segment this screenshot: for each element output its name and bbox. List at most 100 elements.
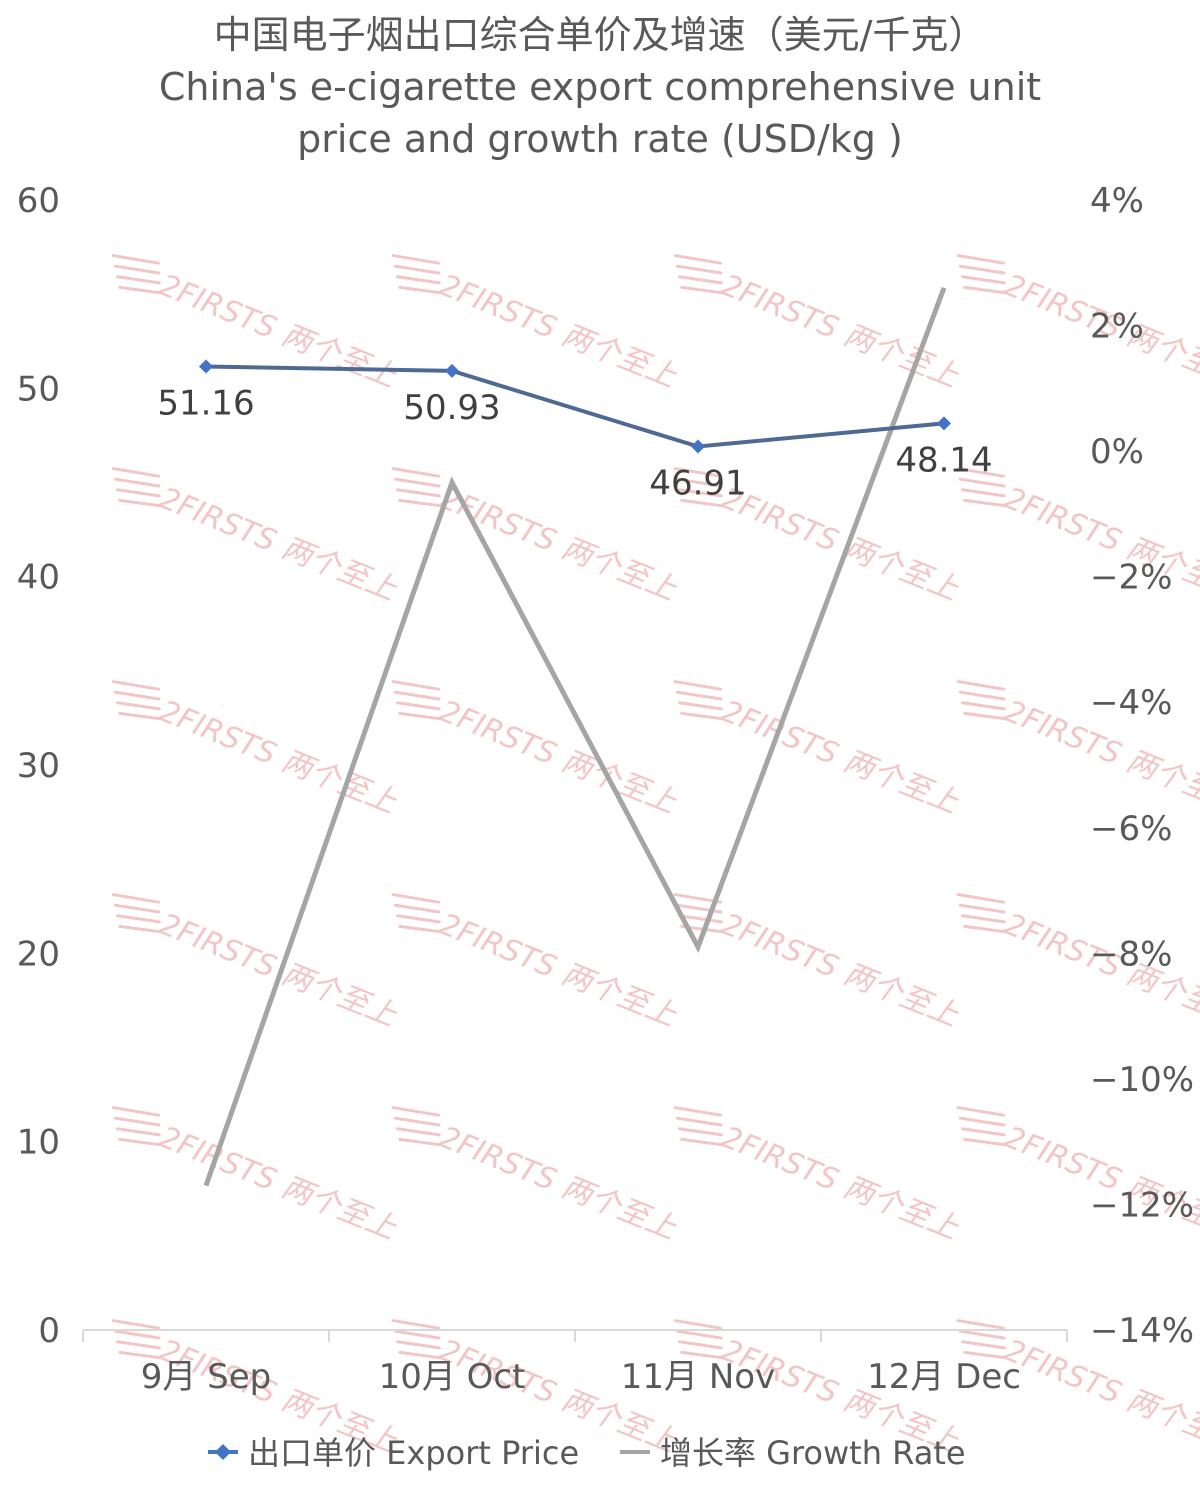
watermark-logo-stroke (958, 1329, 1006, 1340)
watermark-logo-stroke (111, 1106, 161, 1117)
watermark-logo-stroke (675, 1116, 723, 1127)
x-axis-category-label: 11月 Nov (621, 1357, 775, 1397)
watermark-logo-stroke (678, 914, 723, 924)
watermark-logo-stroke (956, 680, 1006, 691)
watermark-logo-stroke (393, 477, 441, 488)
left-axis-tick-label: 50 (17, 369, 60, 409)
growth-rate-series (203, 287, 947, 1187)
watermark-logo-stroke (678, 275, 723, 285)
left-axis-tick-label: 20 (17, 934, 60, 974)
watermark-logo-stroke (673, 1106, 723, 1117)
legend-export-price-label: 出口单价 Export Price (248, 1434, 579, 1472)
export-price-data-label: 48.14 (895, 440, 992, 480)
watermark-logo-stroke (116, 275, 161, 285)
legend-export-price-marker (215, 1444, 231, 1460)
right-axis-tick-label: −6% (1090, 809, 1172, 849)
x-axis-category-label: 9月 Sep (141, 1357, 272, 1397)
watermark-logo-stroke (678, 1127, 723, 1137)
watermark-logo-stroke (958, 903, 1006, 914)
export-price-series (199, 359, 951, 454)
watermark-logo-stroke (958, 690, 1006, 701)
export-price-data-labels: 51.16 50.93 46.91 48.14 (157, 383, 992, 503)
watermark-logo-stroke (116, 914, 161, 924)
watermark-logo-stroke (956, 1319, 1006, 1330)
watermark-logo-stroke (111, 680, 161, 691)
export-price-data-label: 51.16 (157, 383, 254, 423)
watermark-logo-stroke (113, 903, 161, 914)
watermark-logo-stroke (398, 285, 442, 295)
watermark-logo-stroke (398, 498, 442, 508)
chart-subtitle-line-1: China's e-cigarette export comprehensive… (159, 65, 1041, 109)
watermark-logo-stroke (678, 701, 723, 711)
left-axis-tick-label: 10 (17, 1123, 60, 1163)
left-axis-tick-label: 60 (17, 181, 60, 221)
watermark-logo-stroke (113, 477, 161, 488)
right-axis-tick-label: −8% (1090, 934, 1172, 974)
chart-title: 中国电子烟出口综合单价及增速（美元/千克） (214, 13, 987, 57)
watermark-logo-stroke (111, 467, 161, 478)
watermark-logo-stroke (396, 1127, 441, 1137)
watermark-logo-stroke (963, 924, 1007, 934)
watermark-logo-stroke (961, 1340, 1006, 1350)
watermark-logo-stroke (680, 1350, 724, 1360)
watermark-logo-stroke (675, 264, 723, 275)
watermark-logo-stroke (391, 1319, 441, 1330)
watermark-logo-stroke (391, 893, 441, 904)
left-axis-tick-label: 40 (17, 558, 60, 598)
watermark-logo-stroke (118, 924, 162, 934)
watermark-logo-stroke (396, 488, 441, 498)
x-axis-labels: 9月 Sep 10月 Oct 11月 Nov 12月 Dec (141, 1357, 1021, 1397)
watermark-logo-stroke (393, 1116, 441, 1127)
export-price-data-label: 46.91 (649, 464, 746, 504)
growth-rate-line (203, 287, 947, 1187)
watermark-logo-stroke (396, 1340, 441, 1350)
watermark-logo-stroke (673, 680, 723, 691)
export-price-point (937, 416, 951, 431)
watermark-logo-stroke (961, 1127, 1006, 1137)
watermark-logo-stroke (673, 1319, 723, 1330)
watermark-logo-stroke (680, 711, 724, 721)
watermark-logo-stroke (956, 254, 1006, 265)
right-axis-tick-label: −2% (1090, 558, 1172, 598)
watermark-logo-stroke (680, 1137, 724, 1147)
watermark-logo-stroke (113, 1329, 161, 1340)
watermark-logo-stroke (118, 711, 162, 721)
right-axis-tick-label: −10% (1090, 1060, 1194, 1100)
watermark-logo-stroke (113, 264, 161, 275)
left-y-axis: 0 10 20 30 40 50 60 (17, 181, 60, 1351)
watermark-logo-stroke (118, 285, 162, 295)
watermark-logo-stroke (393, 903, 441, 914)
legend-growth-rate-label: 增长率 Growth Rate (660, 1434, 966, 1472)
watermark-logo-stroke (393, 264, 441, 275)
right-axis-tick-label: −12% (1090, 1185, 1194, 1225)
watermark-logo-stroke (678, 1340, 723, 1350)
watermark-logo-stroke (398, 924, 442, 934)
left-axis-tick-label: 0 (38, 1311, 60, 1351)
watermark-logo-stroke (113, 690, 161, 701)
watermark-logo-stroke (396, 275, 441, 285)
right-axis-tick-label: −4% (1090, 683, 1172, 723)
export-price-data-label: 50.93 (403, 388, 500, 428)
watermark-logo-stroke (961, 701, 1006, 711)
export-price-point (199, 359, 213, 374)
right-axis-tick-label: 0% (1090, 432, 1144, 472)
export-price-point (445, 363, 459, 378)
right-axis-tick-label: 4% (1090, 181, 1144, 221)
watermark-logo-stroke (113, 1116, 161, 1127)
watermark-logo-stroke (391, 467, 441, 478)
watermark-logo-stroke (116, 701, 161, 711)
watermark-logo-stroke (956, 893, 1006, 904)
watermark-logo-stroke (116, 1127, 161, 1137)
x-axis-ticks (82, 1330, 1068, 1342)
x-axis-category-label: 12月 Dec (867, 1357, 1021, 1397)
watermark-logo-stroke (391, 254, 441, 265)
legend: 出口单价 Export Price 增长率 Growth Rate (208, 1434, 966, 1472)
chart-subtitle-line-2: price and growth rate (USD/kg ) (297, 117, 903, 161)
export-price-point (691, 439, 705, 454)
watermark-logo-stroke (678, 488, 723, 498)
watermark-logo-stroke (680, 498, 724, 508)
watermark-logo-stroke (673, 254, 723, 265)
watermark-logo-stroke (398, 1350, 442, 1360)
